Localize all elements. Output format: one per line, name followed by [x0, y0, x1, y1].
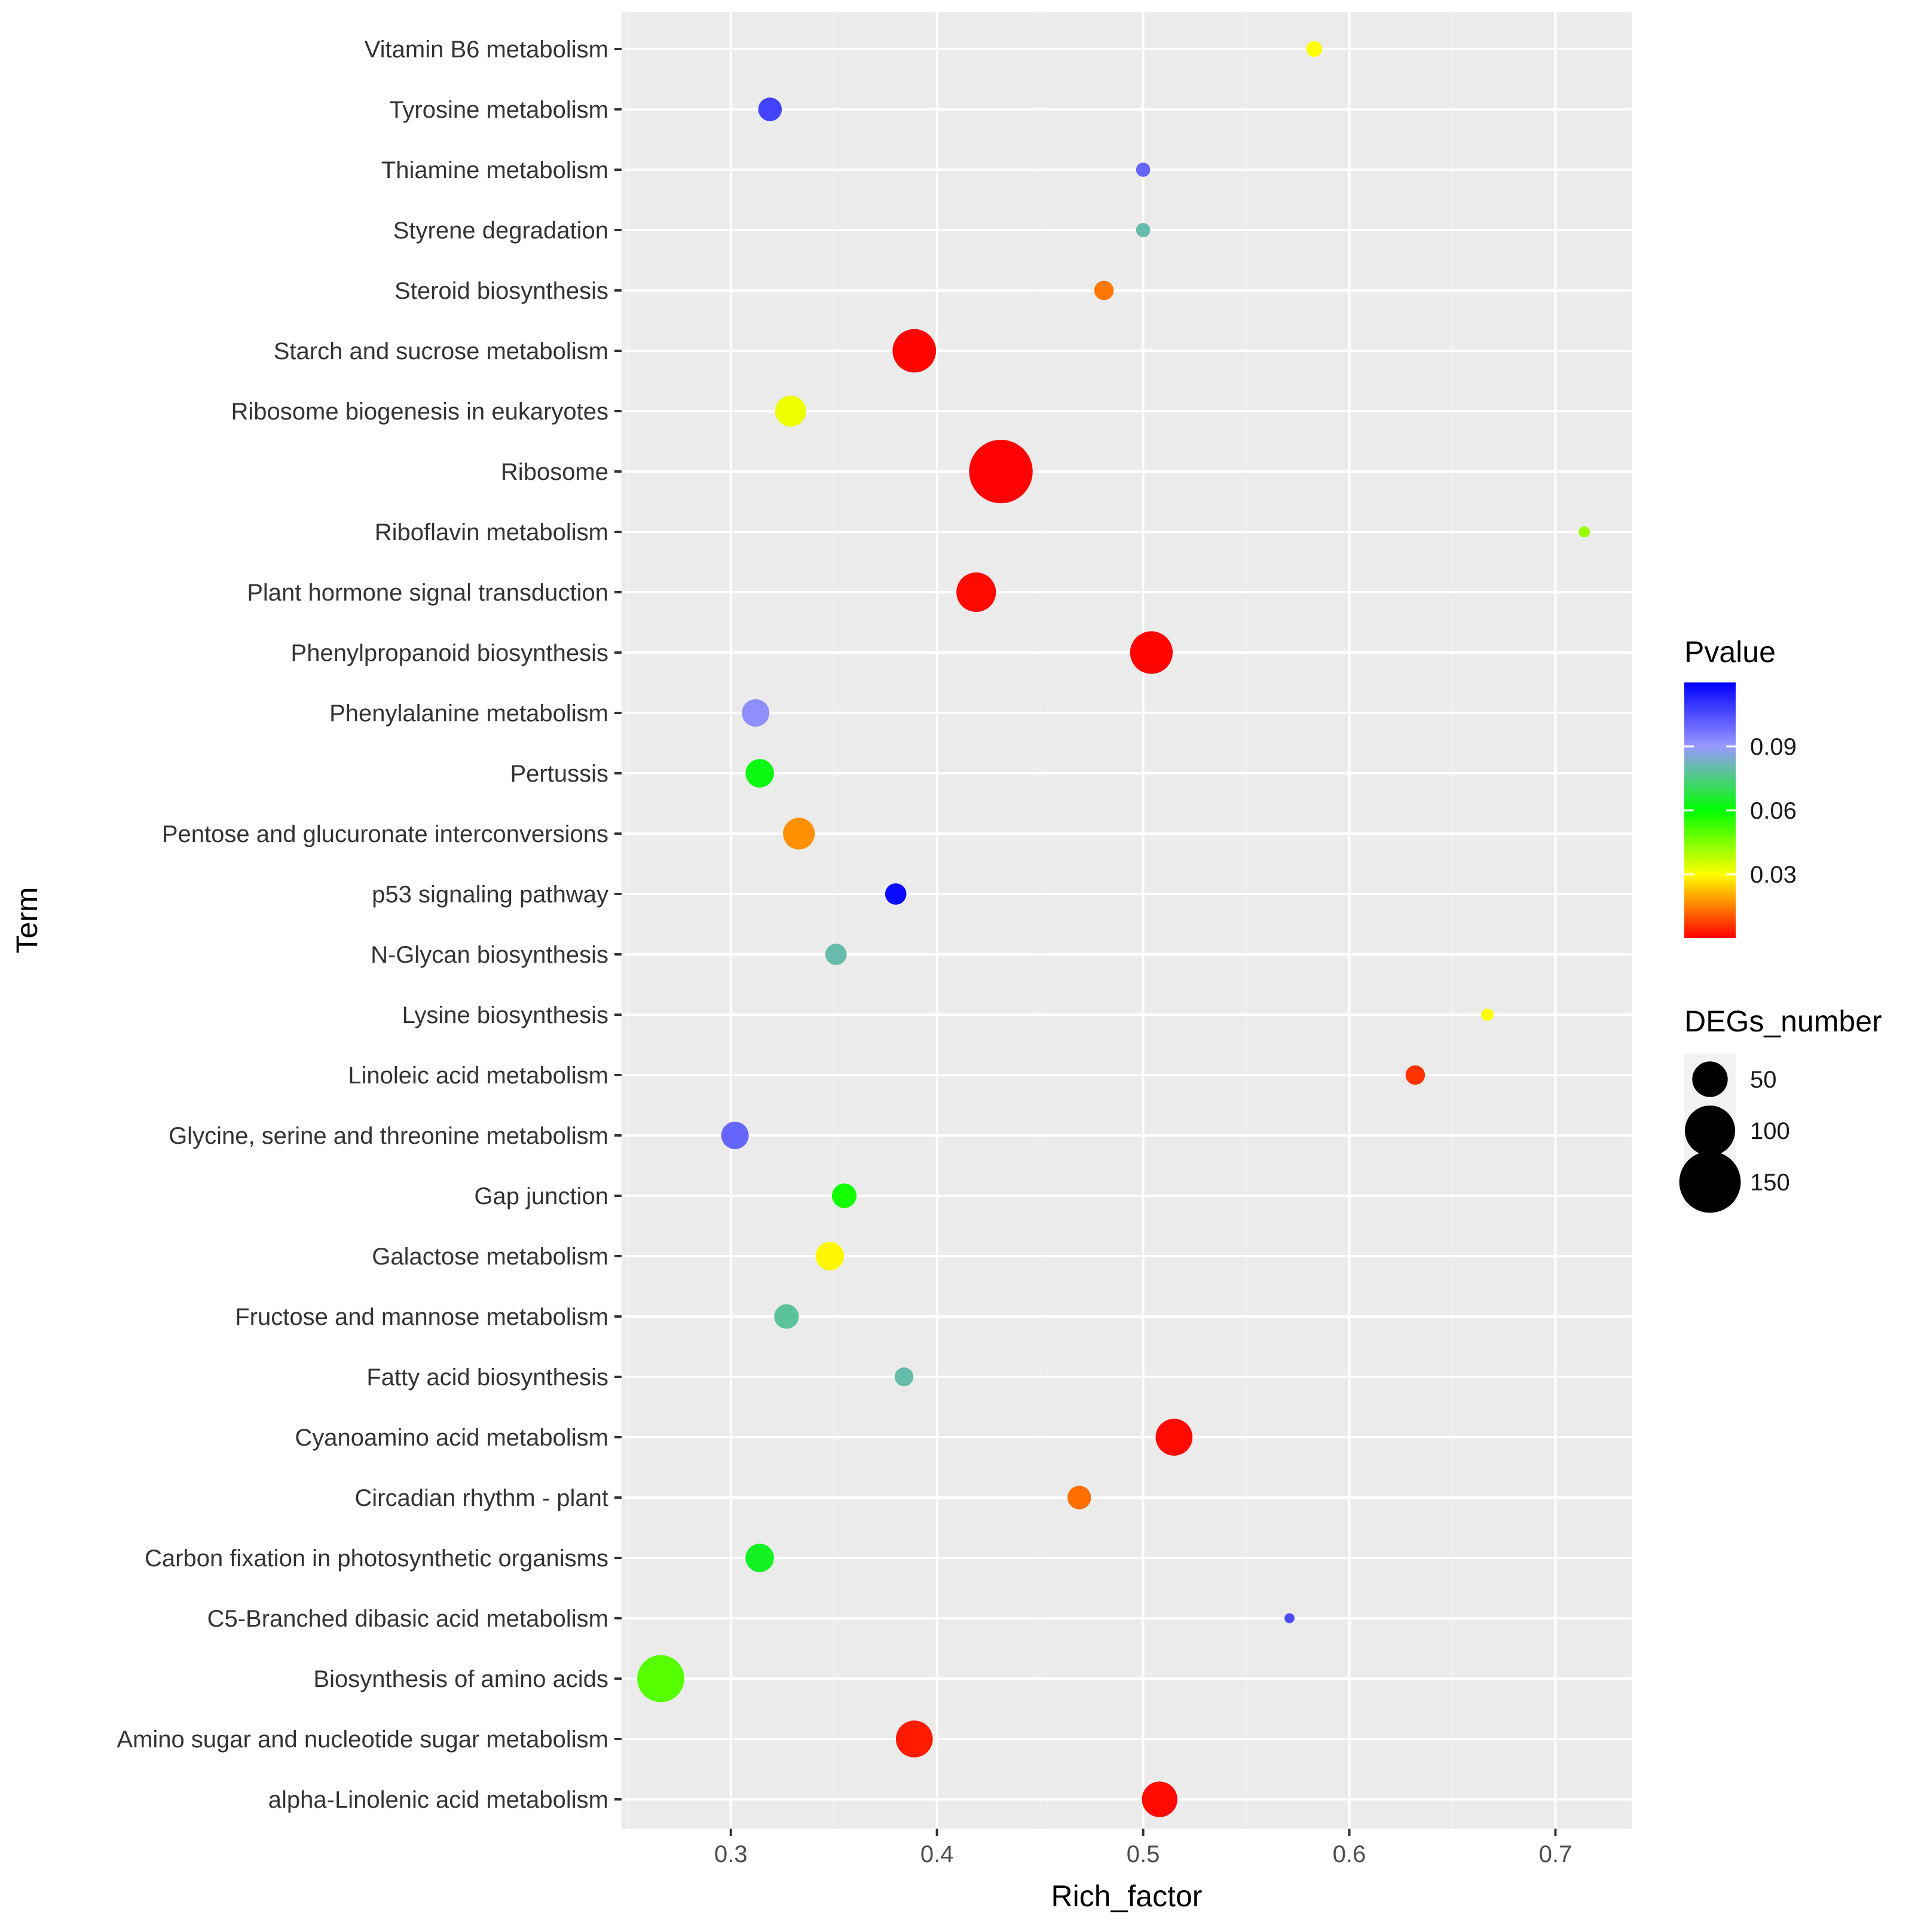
data-point [1306, 41, 1323, 57]
term-label: Pentose and glucuronate interconversions [162, 821, 608, 847]
x-tick-label: 0.5 [1127, 1841, 1160, 1867]
term-label: C5-Branched dibasic acid metabolism [207, 1606, 608, 1632]
x-tick-label: 0.6 [1333, 1841, 1366, 1867]
term-label: Riboflavin metabolism [375, 519, 608, 546]
term-label: alpha-Linolenic acid metabolism [268, 1787, 608, 1813]
data-point [894, 1367, 914, 1386]
data-point [1481, 1008, 1494, 1021]
data-point [1142, 1781, 1177, 1817]
size-legend-point [1685, 1106, 1735, 1156]
data-point [1405, 1065, 1425, 1085]
data-point [637, 1655, 684, 1703]
pvalue-tick-label: 0.03 [1750, 862, 1797, 888]
pvalue-legend-title: Pvalue [1684, 635, 1776, 669]
term-label: Starch and sucrose metabolism [274, 338, 608, 365]
term-label: Vitamin B6 metabolism [365, 36, 608, 63]
data-point [885, 883, 907, 905]
x-tick-label: 0.3 [714, 1841, 748, 1867]
term-label: Steroid biosynthesis [394, 278, 608, 304]
term-label: Fatty acid biosynthesis [366, 1364, 608, 1391]
data-point [825, 944, 847, 965]
term-label: Lysine biosynthesis [402, 1002, 608, 1028]
data-point [1579, 526, 1590, 538]
data-point [1130, 631, 1173, 674]
pvalue-legend-ticks: 0.09 0.06 0.03 [1684, 734, 1797, 888]
term-label: Phenylpropanoid biosynthesis [291, 640, 608, 666]
data-point [892, 329, 937, 373]
term-label: Glycine, serine and threonine metabolism [169, 1123, 608, 1149]
data-point [1136, 163, 1151, 177]
data-point [1136, 223, 1151, 237]
term-label: Pertussis [510, 761, 609, 787]
data-point [1094, 280, 1114, 301]
data-point [745, 1544, 774, 1572]
data-point [831, 1183, 857, 1208]
data-point [1284, 1613, 1295, 1624]
data-point [1067, 1486, 1091, 1510]
data-point [783, 817, 815, 850]
data-point [775, 396, 806, 427]
term-label: Gap junction [474, 1183, 608, 1210]
term-label: Fructose and mannose metabolism [235, 1304, 608, 1330]
data-point [1155, 1419, 1193, 1456]
size-legend-label: 150 [1750, 1169, 1790, 1196]
data-point [969, 439, 1033, 504]
size-legend-label: 100 [1750, 1118, 1790, 1144]
data-point [956, 572, 996, 613]
grid-lines [622, 12, 1632, 1829]
data-point [815, 1242, 845, 1270]
term-label: Thiamine metabolism [381, 157, 608, 183]
term-label: Styrene degradation [393, 218, 608, 244]
size-legend-point [1679, 1151, 1741, 1213]
term-label: Circadian rhythm - plant [354, 1485, 608, 1511]
term-label: Galactose metabolism [372, 1244, 608, 1270]
term-label: Phenylalanine metabolism [329, 700, 608, 727]
data-points [637, 41, 1590, 1817]
x-axis-title: Rich_factor [1051, 1879, 1203, 1913]
term-label: Tyrosine metabolism [389, 97, 608, 123]
term-label: Amino sugar and nucleotide sugar metabol… [117, 1726, 608, 1753]
data-point [745, 759, 774, 788]
term-label: N-Glycan biosynthesis [371, 942, 608, 968]
y-axis-title: Term [10, 887, 44, 953]
degs-number-legend: DEGs_number 50 100 150 [1679, 1005, 1882, 1213]
degs-number-legend-items: 50 100 150 [1679, 1054, 1790, 1213]
term-label: Biosynthesis of amino acids [313, 1666, 608, 1692]
term-label: Plant hormone signal transduction [247, 580, 608, 606]
term-label: Linoleic acid metabolism [348, 1063, 608, 1089]
pvalue-legend: Pvalue 0.09 0.06 0.03 [1684, 635, 1797, 938]
data-point [774, 1304, 799, 1329]
data-point [742, 699, 770, 727]
size-legend-point [1692, 1061, 1728, 1097]
term-label: p53 signaling pathway [372, 881, 608, 908]
x-tick-label: 0.7 [1539, 1841, 1573, 1867]
panel-background [622, 12, 1632, 1829]
data-point [895, 1720, 933, 1758]
data-point [721, 1121, 749, 1150]
x-tick-label: 0.4 [920, 1841, 954, 1867]
size-legend-label: 50 [1750, 1067, 1777, 1093]
pvalue-tick-label: 0.09 [1750, 734, 1797, 760]
pvalue-tick-label: 0.06 [1750, 798, 1797, 824]
degs-number-legend-title: DEGs_number [1684, 1005, 1882, 1038]
term-label: Ribosome biogenesis in eukaryotes [231, 399, 608, 425]
term-label: Carbon fixation in photosynthetic organi… [145, 1545, 608, 1572]
data-point [758, 97, 782, 121]
term-label: Ribosome [501, 459, 608, 485]
term-label: Cyanoamino acid metabolism [295, 1425, 608, 1451]
axes: 0.3 0.4 0.5 0.6 0.7 Vitamin B6 metabolism Tyro… [117, 36, 1572, 1867]
